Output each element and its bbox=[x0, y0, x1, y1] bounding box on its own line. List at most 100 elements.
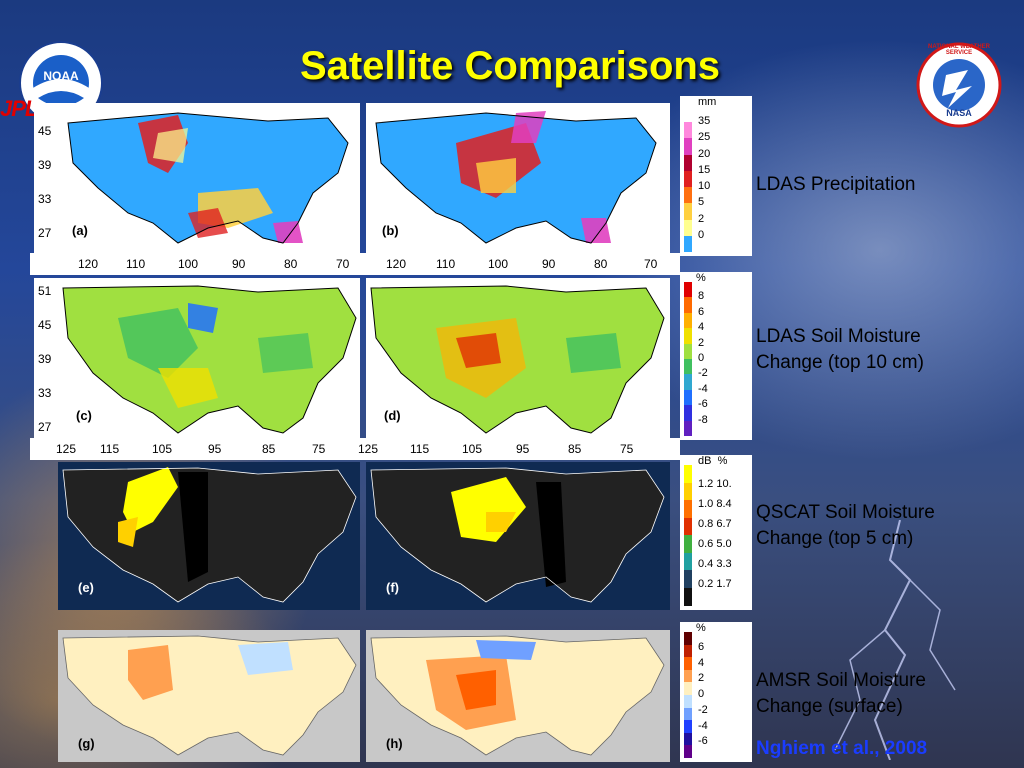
panel-label-h: (h) bbox=[386, 736, 403, 751]
row2-lon-125b: 125 bbox=[358, 442, 379, 456]
colorbar-segment bbox=[684, 389, 692, 406]
row1-lon-b-110: 110 bbox=[436, 257, 456, 271]
colorbar-segment bbox=[684, 374, 692, 391]
row2-lat-39: 39 bbox=[38, 352, 52, 366]
colorbar-tick-label: 0 bbox=[698, 688, 705, 700]
panel-label-e: (e) bbox=[78, 580, 94, 595]
row1-lat-39: 39 bbox=[38, 158, 52, 172]
colorbar-segment bbox=[684, 500, 692, 518]
colorbar-segment bbox=[684, 482, 692, 501]
colorbar-segment bbox=[684, 632, 692, 646]
label-amsr-sm: AMSR Soil Moisture Change (surface) bbox=[756, 670, 926, 717]
colorbar-segment bbox=[684, 535, 692, 553]
colorbar-segment bbox=[684, 657, 692, 671]
colorbar-tick-label: -2 bbox=[698, 703, 708, 716]
colorbar-tick-label: 5 bbox=[698, 196, 705, 209]
panel-c: (c) bbox=[58, 278, 360, 438]
colorbar-precip: mm 35 25 20 15 10 5 2 0 bbox=[680, 96, 752, 256]
colorbar-segment bbox=[684, 570, 692, 588]
colorbar-segment bbox=[684, 312, 692, 329]
row1-lon-a-70: 70 bbox=[336, 257, 350, 271]
colorbar-tick-label: -2 bbox=[698, 367, 708, 380]
colorbar-tick-label: -4 bbox=[698, 382, 708, 395]
panel-label-b: (b) bbox=[382, 223, 399, 238]
row2-lat-27: 27 bbox=[38, 420, 52, 434]
row1-lat-27: 27 bbox=[38, 226, 52, 240]
row2-axis-strip bbox=[30, 438, 680, 460]
panel-h: (h) bbox=[366, 630, 670, 762]
colorbar-tick-label: 1.2 10. bbox=[698, 478, 732, 490]
colorbar-tick-label: -6 bbox=[698, 398, 708, 411]
colorbar-tick-label: 8 bbox=[698, 290, 705, 303]
colorbar-segment bbox=[684, 187, 692, 204]
nws-logo: NATIONAL WEATHER SERVICE NASA bbox=[916, 42, 1002, 128]
colorbar-segment bbox=[684, 644, 692, 658]
colorbar-tick-label: 25 bbox=[698, 131, 711, 144]
noaa-logo-text: NOAA bbox=[43, 69, 79, 83]
colorbar-segment bbox=[684, 682, 692, 696]
colorbar-tick-label: 15 bbox=[698, 163, 711, 176]
jpl-logo: JPL bbox=[0, 96, 58, 121]
nws-logo-text: NATIONAL WEATHER SERVICE bbox=[928, 44, 990, 56]
colorbar-tick-label: 6 bbox=[698, 305, 705, 318]
row1-lon-a-110: 110 bbox=[126, 257, 146, 271]
colorbar-segment bbox=[684, 343, 692, 360]
colorbar-amsr-unit: % bbox=[696, 622, 706, 634]
colorbar-segment bbox=[684, 297, 692, 314]
row2-lat-strip bbox=[34, 278, 58, 438]
colorbar-segment bbox=[684, 154, 692, 172]
row1-lat-33: 33 bbox=[38, 192, 52, 206]
colorbar-segment bbox=[684, 328, 692, 345]
colorbar-segment bbox=[684, 235, 692, 253]
row2-lon-85b: 85 bbox=[568, 442, 582, 456]
nasa-logo-text: NASA bbox=[946, 108, 972, 118]
colorbar-tick-label: 0.4 3.3 bbox=[698, 558, 732, 570]
colorbar-segment bbox=[684, 405, 692, 422]
colorbar-qscat: dB % 1.2 10. 1.0 8.4 0.8 6.7 0.6 5.0 0.4 3.3… bbox=[680, 455, 752, 610]
row1-lon-b-90: 90 bbox=[542, 257, 556, 271]
row2-lon-115b: 115 bbox=[410, 442, 430, 456]
row2-lon-115a: 115 bbox=[100, 442, 120, 456]
panel-e: (e) bbox=[58, 462, 360, 610]
label-qscat-sm: QSCAT Soil Moisture Change (top 5 cm) bbox=[756, 502, 935, 549]
colorbar-tick-label: 0.2 1.7 bbox=[698, 578, 732, 590]
panel-label-g: (g) bbox=[78, 736, 95, 751]
colorbar-tick-label: 10 bbox=[698, 180, 711, 193]
colorbar-tick-label: 4 bbox=[698, 656, 705, 669]
row2-lon-75b: 75 bbox=[620, 442, 634, 456]
colorbar-tick-label: 2 bbox=[698, 672, 705, 685]
colorbar-segment bbox=[684, 420, 692, 437]
colorbar-tick-label: -8 bbox=[698, 413, 708, 426]
row1-lon-b-80: 80 bbox=[594, 257, 608, 271]
row1-lon-b-120: 120 bbox=[386, 257, 407, 271]
colorbar-segment bbox=[684, 170, 692, 188]
colorbar-segment bbox=[684, 359, 692, 375]
jpl-logo-text: JPL bbox=[0, 96, 38, 121]
colorbar-precip-unit: mm bbox=[698, 96, 717, 108]
colorbar-segment bbox=[684, 552, 692, 571]
colorbar-segment bbox=[684, 732, 692, 746]
colorbar-segment bbox=[684, 745, 692, 759]
colorbar-tick-label: 0 bbox=[698, 352, 705, 364]
colorbar-segment bbox=[684, 587, 692, 606]
row1-lat-45: 45 bbox=[38, 124, 52, 138]
colorbar-segment bbox=[684, 219, 692, 237]
colorbar-segment bbox=[684, 138, 692, 156]
colorbar-tick-label: -6 bbox=[698, 735, 708, 748]
colorbar-tick-label: 2 bbox=[698, 336, 705, 349]
row2-lon-105b: 105 bbox=[462, 442, 483, 456]
panel-label-c: (c) bbox=[76, 408, 92, 423]
colorbar-segment bbox=[684, 669, 692, 683]
lightning-graphic bbox=[834, 520, 956, 760]
row1-lon-a-120: 120 bbox=[78, 257, 99, 271]
panel-a: (a) bbox=[58, 103, 360, 253]
colorbar-tick-label: -4 bbox=[698, 719, 708, 732]
row2-lat-51: 51 bbox=[38, 284, 52, 298]
row1-lon-b-70: 70 bbox=[644, 257, 658, 271]
row1-lon-b-100: 100 bbox=[488, 257, 509, 271]
panel-f: (f) bbox=[366, 462, 670, 610]
row1-lon-a-90: 90 bbox=[232, 257, 246, 271]
colorbar-tick-label: 0.6 5.0 bbox=[698, 538, 732, 550]
row2-lon-95a: 95 bbox=[208, 442, 222, 456]
colorbar-segment bbox=[684, 122, 692, 139]
